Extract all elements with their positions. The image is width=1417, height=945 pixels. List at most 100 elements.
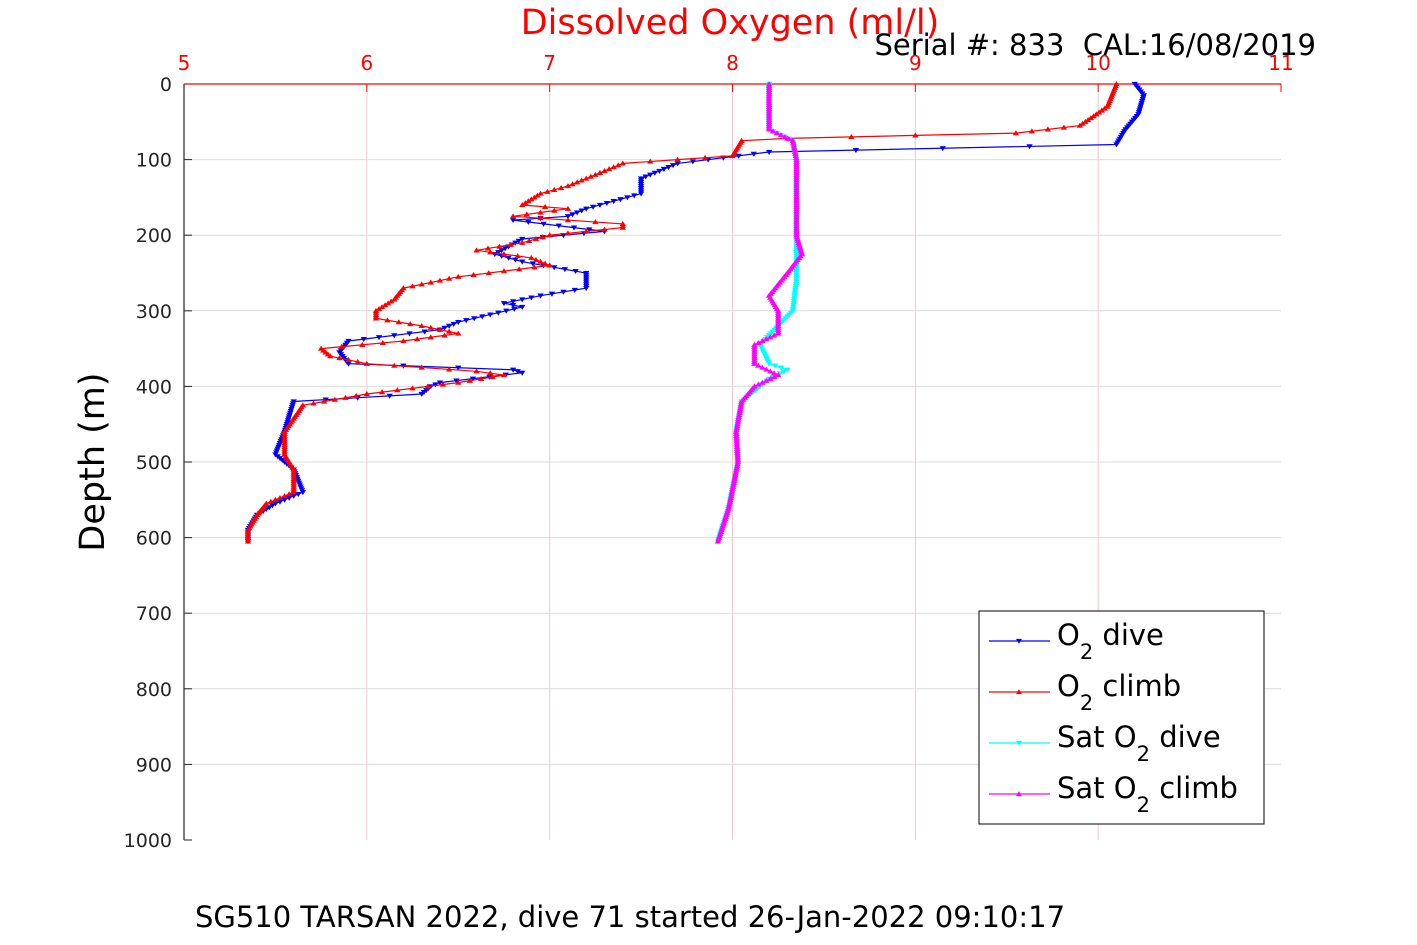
data-point [384,317,391,323]
data-point [642,174,649,180]
data-point [385,300,392,306]
data-point [372,315,380,321]
series-o2-climb [244,81,1120,544]
data-point [295,492,302,498]
data-point [418,281,425,287]
data-point [578,208,585,214]
data-point [345,357,352,363]
data-point [551,207,558,213]
data-point [455,379,462,385]
data-point [852,148,860,154]
legend-label: O2 dive [1057,618,1164,664]
data-point [516,266,523,272]
data-point [470,271,477,278]
data-point [445,328,453,334]
data-point [487,370,494,376]
x-tick-label: 10 [1085,51,1110,75]
data-point [586,227,593,233]
data-point [500,372,508,378]
data-point [424,383,431,389]
data-point [500,251,508,257]
data-point [388,298,395,304]
data-point [755,340,762,346]
legend-swatch-marker [1016,791,1022,797]
data-point [514,369,521,375]
data-point [522,200,529,206]
data-point [537,190,544,196]
data-point [299,490,306,496]
data-point [281,493,288,499]
data-point [778,365,785,371]
data-point [561,267,569,273]
data-point [378,389,386,395]
data-point [336,355,343,361]
data-point [637,191,645,197]
data-point [689,159,697,165]
data-point [525,219,532,225]
data-point [767,375,774,381]
data-point [327,353,334,359]
data-point [848,134,855,140]
data-point [485,270,492,276]
data-point [509,303,517,309]
data-point [755,362,762,368]
data-point [395,319,402,325]
data-point [605,166,613,172]
data-point [338,343,345,349]
data-point [541,203,549,209]
data-point [487,249,494,255]
data-point [310,400,317,406]
data-point [418,364,425,370]
data-point [244,538,252,544]
data-point [750,151,757,157]
data-point [505,255,512,261]
data-point [759,364,766,370]
x-tick-label: 8 [726,51,739,75]
series-layer [244,81,1148,545]
data-point [615,162,622,168]
data-point [767,334,774,340]
data-point [1095,109,1103,115]
data-point [455,320,462,326]
legend: O2 dive O2 climb Sat O2 dive Sat O2 climb [978,610,1265,825]
data-point [418,323,425,329]
data-point [583,286,590,292]
data-point [596,169,604,175]
y-tick-label: 1000 [124,830,172,852]
data-point [413,336,421,342]
caption: SG510 TARSAN 2022, dive 71 started 26-Ja… [195,900,1065,934]
data-point [285,491,293,497]
data-point [1082,118,1089,124]
data-point [496,243,503,249]
data-point [564,214,572,220]
data-point [571,287,578,293]
data-point [729,152,736,158]
data-point [578,177,585,183]
data-point [544,188,551,194]
data-point [375,335,383,341]
data-point [407,321,414,327]
data-point [1090,113,1097,119]
data-point [619,160,626,166]
data-point [564,217,572,223]
data-point [592,171,599,177]
legend-label: O2 climb [1057,669,1181,715]
data-point [519,202,526,208]
data-point [466,377,473,383]
y-axis-label: Depth (m) [73,372,113,551]
data-point [509,299,517,305]
data-point [427,324,434,330]
data-point [1101,105,1108,111]
data-point [406,331,413,337]
data-point [541,260,549,266]
data-point [573,179,581,185]
data-point [610,199,617,205]
y-tick-label: 100 [136,150,172,172]
data-point [785,135,793,141]
data-point [439,381,447,387]
data-point [1087,115,1094,121]
data-point [540,221,547,227]
x-tick-label: 7 [543,51,556,75]
data-point [479,314,486,320]
data-point [763,366,770,372]
